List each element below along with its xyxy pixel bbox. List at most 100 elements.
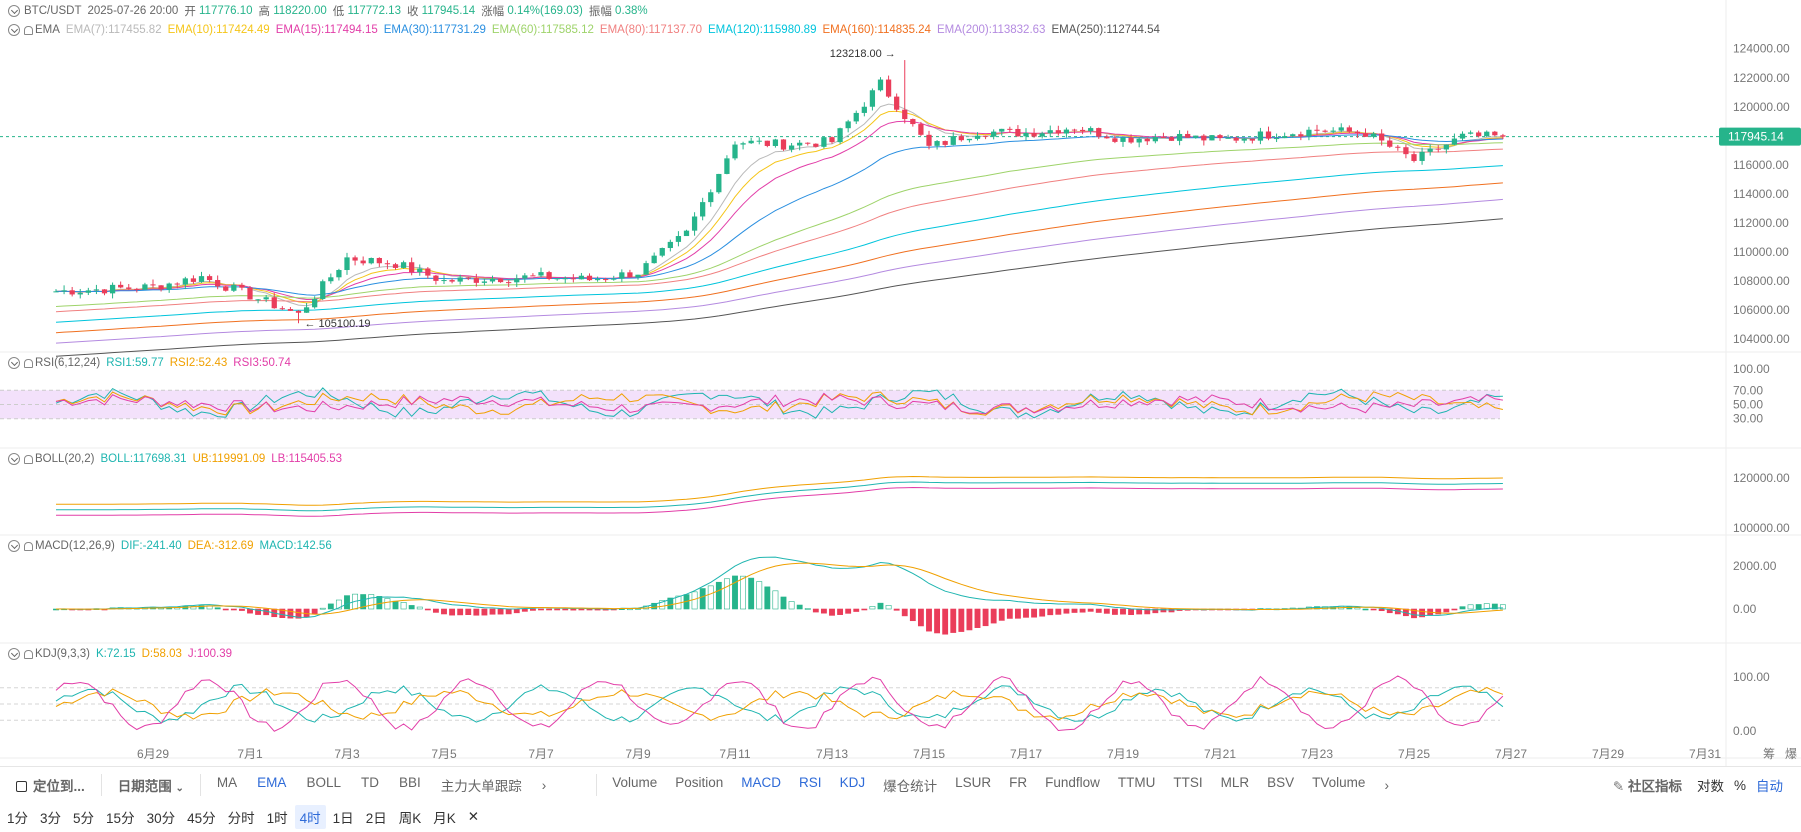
- macd-histogram-bar: [1128, 608, 1135, 616]
- sub-indicator-TTMU[interactable]: TTMU: [1117, 775, 1156, 790]
- sub-indicator-FR[interactable]: FR: [1009, 775, 1028, 790]
- boll-value: BOLL:117698.31: [100, 453, 187, 465]
- macd-histogram-bar: [1160, 608, 1167, 613]
- candle-body: [328, 277, 334, 282]
- ema-value: EMA(7):117455.82: [65, 24, 162, 36]
- boll-value: LB:115405.53: [271, 453, 343, 465]
- sub-indicator-MLR[interactable]: MLR: [1220, 775, 1250, 790]
- boll-title: BOLL(20,2): [35, 453, 95, 465]
- macd-histogram-bar: [659, 600, 666, 610]
- bell-icon[interactable]: [24, 358, 33, 368]
- period-月K[interactable]: 月K: [433, 811, 456, 826]
- candle-body: [1387, 140, 1393, 147]
- sub-indicator-Position[interactable]: Position: [675, 775, 724, 790]
- macd-histogram-bar: [311, 608, 318, 615]
- bell-icon[interactable]: [24, 541, 33, 551]
- sub-indicator-Volume[interactable]: Volume: [612, 775, 658, 790]
- sub-indicator-TVolume[interactable]: TVolume: [1312, 775, 1366, 790]
- period-4时[interactable]: 4时: [294, 805, 326, 829]
- date-range-button[interactable]: 日期范围 ⌄: [108, 775, 194, 795]
- macd-histogram-bar: [400, 602, 407, 610]
- ema-value: EMA(15):117494.15: [275, 24, 378, 36]
- percent-scale-toggle[interactable]: %: [1733, 777, 1746, 793]
- candle-body: [910, 119, 916, 125]
- sub-indicator-RSI[interactable]: RSI: [799, 775, 822, 790]
- macd-histogram-bar: [780, 596, 787, 610]
- price-tick-label: 122000.00: [1733, 71, 1790, 85]
- macd-histogram-bar: [691, 591, 698, 610]
- locate-button[interactable]: 定位到...: [0, 775, 95, 795]
- candle-body: [1435, 148, 1441, 150]
- sub-indicator-Fundflow[interactable]: Fundflow: [1045, 775, 1100, 790]
- period-15分[interactable]: 15分: [106, 811, 135, 826]
- sub-indicator-BSV[interactable]: BSV: [1267, 775, 1295, 790]
- candle-body: [271, 297, 277, 309]
- macd-tick-label: 2000.00: [1733, 559, 1777, 573]
- period-45分[interactable]: 45分: [187, 811, 216, 826]
- collapse-icon[interactable]: [8, 5, 20, 17]
- community-label: 社区指标: [1627, 779, 1682, 794]
- period-2日[interactable]: 2日: [365, 811, 387, 826]
- period-周K[interactable]: 周K: [398, 811, 422, 826]
- period-1时[interactable]: 1时: [266, 811, 288, 826]
- chevron-right-icon[interactable]: ›: [541, 777, 547, 793]
- candle-body: [643, 263, 649, 275]
- datetime-label: 2025-07-26 20:00: [87, 5, 179, 17]
- candle-body: [667, 241, 673, 249]
- indicator-MA[interactable]: MA: [216, 775, 238, 790]
- collapse-icon[interactable]: [8, 24, 20, 36]
- x-axis-side-label: 爆: [1785, 747, 1797, 761]
- period-1日[interactable]: 1日: [332, 811, 354, 826]
- sub-indicator-MACD[interactable]: MACD: [741, 775, 782, 790]
- macd-histogram-bar: [942, 608, 949, 635]
- macd-histogram-bar: [222, 608, 229, 611]
- macd-histogram-bar: [489, 608, 496, 615]
- indicator-主力大单跟踪[interactable]: 主力大单跟踪: [440, 779, 522, 794]
- macd-histogram-bar: [1362, 608, 1369, 611]
- period-分时[interactable]: 分时: [227, 811, 255, 826]
- collapse-icon[interactable]: [8, 540, 20, 552]
- period-5分[interactable]: 5分: [73, 811, 95, 826]
- macd-histogram-bar: [893, 608, 900, 611]
- sub-indicator-KDJ[interactable]: KDJ: [839, 775, 866, 790]
- sub-indicator-爆仓统计[interactable]: 爆仓统计: [883, 779, 938, 794]
- sub-indicator-LSUR[interactable]: LSUR: [955, 775, 992, 790]
- candle-body: [797, 142, 803, 146]
- x-tick-label: 7月11: [719, 747, 750, 761]
- indicator-BOLL[interactable]: BOLL: [306, 775, 341, 790]
- candle-body: [1152, 137, 1158, 142]
- macd-histogram-bar: [295, 608, 302, 619]
- candle-body: [481, 281, 488, 283]
- close-icon[interactable]: ✕: [467, 809, 480, 824]
- bell-icon[interactable]: [24, 649, 33, 659]
- candle-body: [788, 145, 795, 150]
- candle-body: [691, 216, 698, 231]
- collapse-icon[interactable]: [8, 648, 20, 660]
- period-30分[interactable]: 30分: [146, 811, 176, 826]
- auto-scale-toggle[interactable]: 自动: [1756, 779, 1783, 794]
- candle-body: [1314, 129, 1320, 131]
- community-indicator-button[interactable]: ✎ 社区指标: [1603, 775, 1692, 795]
- macd-histogram-bar: [408, 605, 415, 610]
- x-tick-label: 6月29: [137, 747, 169, 761]
- bell-icon[interactable]: [24, 454, 33, 464]
- chart-canvas[interactable]: 124000.00122000.00120000.00118000.001160…: [0, 0, 1801, 766]
- period-3分[interactable]: 3分: [40, 811, 62, 826]
- macd-histogram-bar: [344, 595, 350, 610]
- log-scale-toggle[interactable]: 对数: [1696, 779, 1724, 794]
- sub-indicator-TTSI[interactable]: TTSI: [1173, 775, 1203, 790]
- bell-icon[interactable]: [24, 25, 33, 35]
- macd-histogram-bar: [1103, 608, 1110, 614]
- boll-legend: BOLL(20,2) BOLL:117698.31 UB:119991.09 LB:1…: [0, 451, 348, 467]
- indicator-TD[interactable]: TD: [360, 775, 379, 790]
- period-1分[interactable]: 1分: [7, 811, 29, 826]
- candle-body: [756, 140, 762, 142]
- indicator-EMA[interactable]: EMA: [257, 775, 287, 790]
- collapse-icon[interactable]: [8, 453, 20, 465]
- indicator-BBI[interactable]: BBI: [398, 775, 421, 790]
- collapse-icon[interactable]: [8, 357, 20, 369]
- macd-histogram-bar: [198, 605, 205, 610]
- kdj-tick-label: 100.00: [1733, 670, 1770, 684]
- candle-body: [93, 289, 100, 291]
- chevron-right-icon[interactable]: ›: [1384, 777, 1389, 793]
